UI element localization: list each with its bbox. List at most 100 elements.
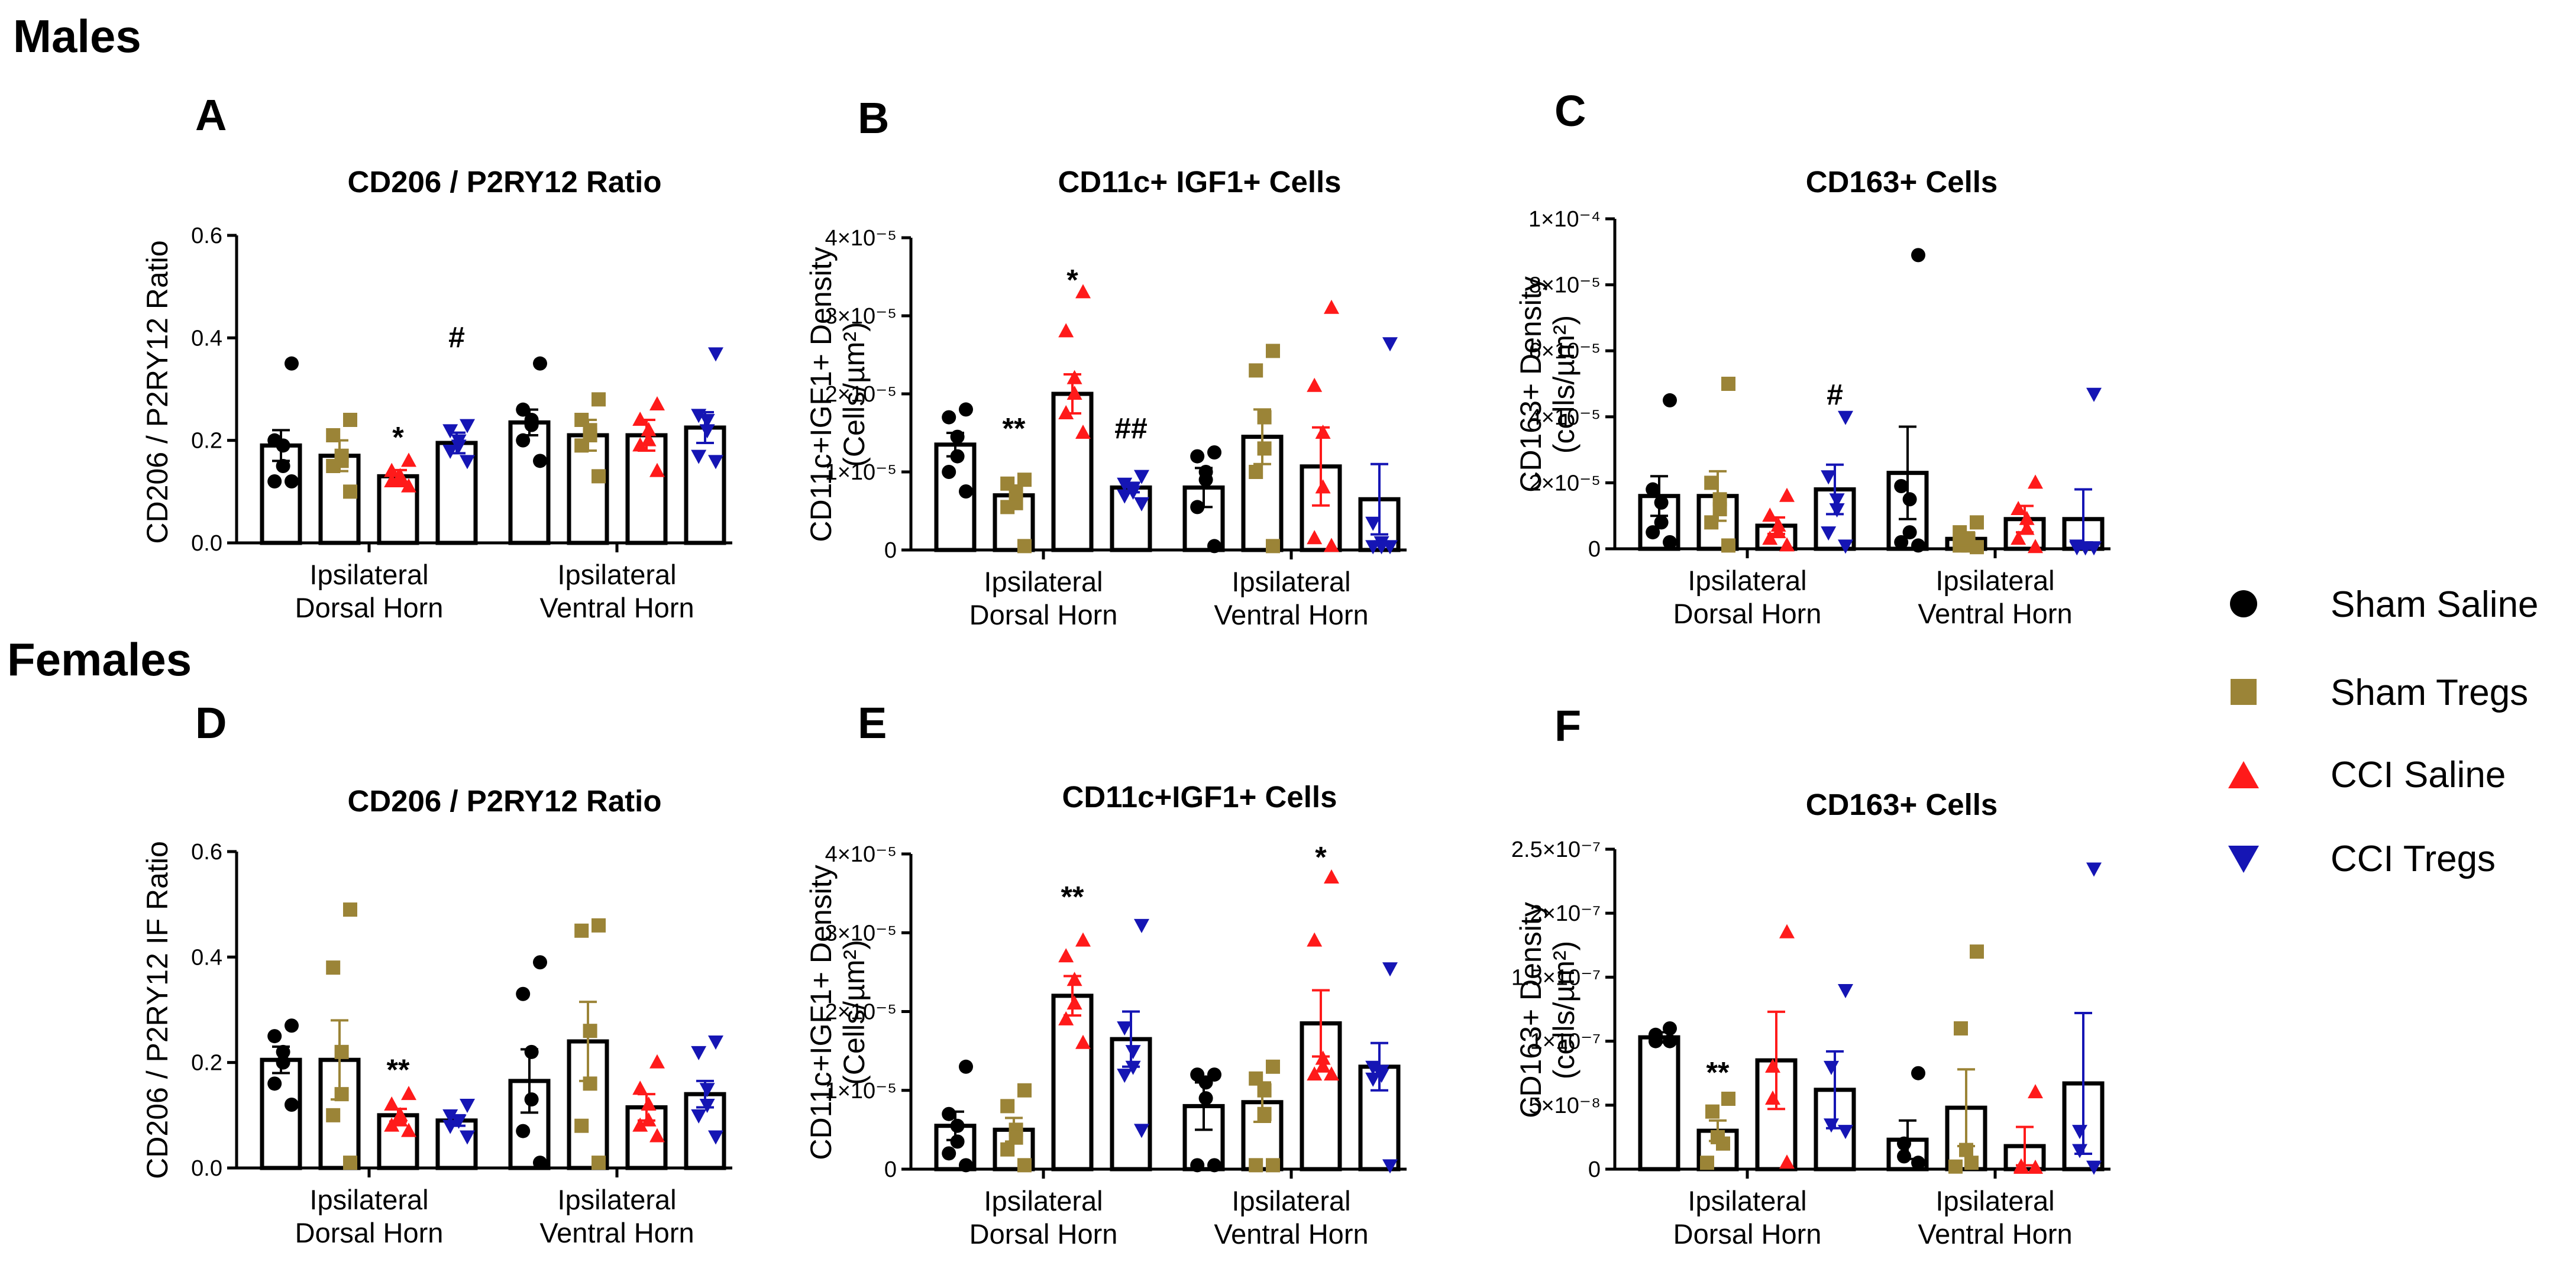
data-point xyxy=(1058,323,1074,338)
bar-cci-saline xyxy=(1051,994,1094,1172)
data-point xyxy=(2072,1125,2087,1140)
y-tick-label: 0.6 xyxy=(191,224,222,248)
data-point xyxy=(1824,1118,1839,1133)
panel-letter: F xyxy=(1554,701,1581,750)
data-point xyxy=(942,1146,956,1161)
data-point xyxy=(1017,1158,1032,1173)
data-point xyxy=(592,469,606,484)
data-point xyxy=(326,960,341,975)
data-point xyxy=(1721,377,1735,391)
data-point xyxy=(1779,924,1795,939)
y-tick-label: 0 xyxy=(884,538,897,563)
data-point xyxy=(1911,1066,1925,1080)
data-point xyxy=(1948,1159,1963,1174)
data-point xyxy=(1897,1136,1911,1151)
data-point xyxy=(1712,502,1727,517)
y-tick-label: 0 xyxy=(1588,537,1601,562)
data-point xyxy=(1207,445,1221,460)
data-point xyxy=(1266,1059,1280,1074)
data-point xyxy=(1663,1034,1677,1049)
data-point xyxy=(632,1080,648,1095)
legend-label: CCI Tregs xyxy=(2331,839,2496,879)
x-group-label: Dorsal Horn xyxy=(1673,1218,1822,1250)
y-axis-label: CD206 / P2RY12 Ratio xyxy=(141,240,174,543)
bar-sham-saline xyxy=(1638,1035,1680,1172)
data-point xyxy=(1117,477,1133,492)
data-point xyxy=(1704,475,1719,490)
data-point xyxy=(1894,478,1909,493)
data-point xyxy=(1838,984,1853,999)
data-point xyxy=(1779,1154,1795,1169)
section-label-males: Males xyxy=(13,10,141,62)
data-point xyxy=(1017,1083,1032,1098)
panel-a: A CD206 / P2RY12 Ratio CD206 / P2RY12 Rati… xyxy=(141,90,732,623)
data-point xyxy=(2086,541,2102,556)
data-point xyxy=(1257,410,1272,425)
data-point xyxy=(1249,1158,1263,1173)
y-tick-label: 0.4 xyxy=(191,945,222,970)
data-point xyxy=(1365,540,1381,555)
data-point xyxy=(2019,510,2035,525)
data-point xyxy=(2011,501,2026,516)
legend-label: Sham Saline xyxy=(2331,584,2539,625)
data-point xyxy=(460,455,475,470)
legend-marker-square-icon xyxy=(2231,679,2257,705)
data-point xyxy=(699,414,715,428)
y-tick-label: 0.0 xyxy=(191,1156,222,1181)
y-tick-label: 1.5×10⁻⁷ xyxy=(1511,965,1601,990)
data-point xyxy=(1207,1158,1221,1173)
panel-title: CD11c+ IGF1+ Cells xyxy=(1058,165,1341,199)
y-tick-label: 2×10⁻⁵ xyxy=(825,1000,897,1025)
panel-f: F CD163+ Cells CD163+ Density(cells/µm²) 0 5… xyxy=(1511,701,2110,1250)
x-group-label: Ipsilateral xyxy=(1688,565,1806,596)
data-point xyxy=(649,1054,665,1069)
data-point xyxy=(1382,337,1398,352)
data-point xyxy=(2028,539,2043,554)
data-point xyxy=(401,452,416,467)
data-point xyxy=(1249,363,1263,378)
data-point xyxy=(1190,1158,1205,1173)
data-point xyxy=(285,1018,299,1033)
data-point xyxy=(1066,995,1082,1010)
significance-mark: ** xyxy=(387,1053,410,1086)
data-point xyxy=(1970,540,1984,555)
y-tick-label: 0.0 xyxy=(191,531,222,556)
significance-mark: ## xyxy=(1114,412,1148,445)
y-tick-label: 3×10⁻⁵ xyxy=(825,921,897,946)
data-point xyxy=(1257,1083,1272,1098)
data-point xyxy=(1829,503,1845,518)
data-point xyxy=(2086,387,2102,402)
y-tick-label: 1×10⁻⁵ xyxy=(825,1079,897,1104)
data-point xyxy=(2086,862,2102,877)
data-point xyxy=(524,1092,539,1107)
data-point xyxy=(708,1036,723,1050)
data-point xyxy=(583,1024,597,1038)
y-tick-label: 1×10⁻⁵ xyxy=(825,460,897,485)
data-point xyxy=(708,1130,723,1145)
x-group-label: Ipsilateral xyxy=(309,559,428,590)
data-point xyxy=(950,1118,965,1133)
data-point xyxy=(1902,492,1917,507)
y-tick-label: 0 xyxy=(884,1157,897,1182)
data-point xyxy=(592,392,606,407)
panel-letter: D xyxy=(195,698,227,748)
y-axis-label: CD163+ Density(cells/µm²) xyxy=(1514,902,1580,1118)
data-point xyxy=(1838,539,1853,554)
legend-marker-triangle-down-icon xyxy=(2228,846,2259,873)
panel-letter: C xyxy=(1554,86,1586,135)
data-point xyxy=(1134,1124,1149,1138)
data-point xyxy=(1017,539,1032,554)
x-group-label: Dorsal Horn xyxy=(295,1217,444,1248)
data-point xyxy=(592,918,606,933)
y-axis-label: CD163+ Density(cells/µm²) xyxy=(1514,276,1580,492)
data-point xyxy=(1762,530,1778,545)
data-point xyxy=(942,410,956,425)
x-group-label: Ipsilateral xyxy=(1935,1185,2054,1216)
data-point xyxy=(1365,1072,1381,1087)
y-axis-label-line: CD206 / P2RY12 Ratio xyxy=(141,240,174,543)
data-point xyxy=(1911,538,1925,553)
data-point xyxy=(1257,441,1272,456)
data-point xyxy=(285,356,299,371)
data-point xyxy=(959,1158,973,1173)
data-point xyxy=(1315,479,1331,494)
